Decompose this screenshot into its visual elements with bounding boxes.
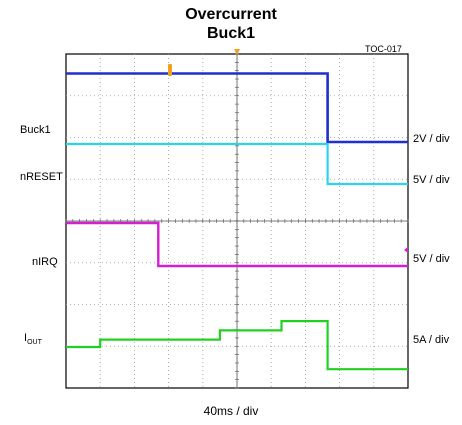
trigger-marker-event — [168, 64, 172, 76]
nirq-level-marker — [404, 247, 408, 253]
chart-title: Overcurrent — [185, 6, 277, 23]
scale-buck1: 2V / div — [413, 133, 450, 145]
figure-id: TOC-017 — [365, 44, 402, 54]
x-axis-label: 40ms / div — [203, 404, 259, 418]
scale-nirq: 5V / div — [413, 253, 450, 265]
label-buck1: Buck1 — [20, 124, 51, 136]
trace-nreset — [66, 142, 408, 186]
label-iout: IOUT — [24, 332, 42, 346]
scale-iout: 5A / div — [413, 334, 450, 346]
label-nreset: nRESET — [20, 171, 63, 183]
trace-nirq — [66, 221, 408, 268]
scale-nreset: 5V / div — [413, 174, 450, 186]
chart-subtitle: Buck1 — [206, 25, 256, 42]
trace-iout — [66, 320, 408, 371]
label-nirq: nIRQ — [32, 256, 58, 268]
trace-buck1 — [66, 72, 408, 144]
trigger-marker-top — [234, 49, 240, 55]
